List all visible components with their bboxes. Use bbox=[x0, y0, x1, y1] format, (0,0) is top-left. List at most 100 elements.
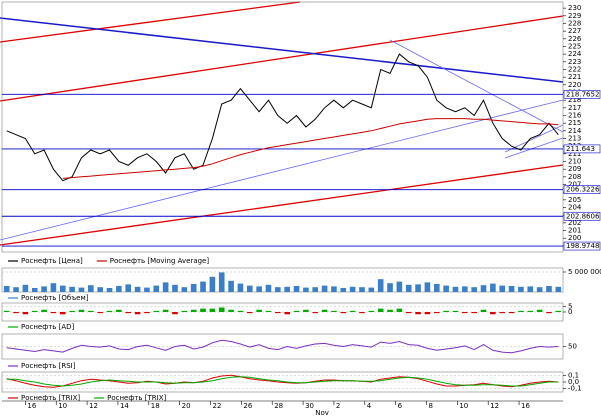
bar bbox=[471, 312, 477, 314]
level-label: 198.9748 bbox=[566, 242, 599, 250]
bar bbox=[200, 281, 206, 292]
bar bbox=[13, 312, 19, 314]
x-tick-label: 14 bbox=[120, 402, 129, 410]
legend-label: Роснефть [RSI] bbox=[21, 362, 76, 370]
trend-line bbox=[0, 15, 564, 102]
bar bbox=[181, 310, 188, 312]
y-tick-label: 225 bbox=[568, 42, 581, 50]
bar bbox=[50, 283, 57, 292]
legend-label: Роснефть [Цена] bbox=[21, 257, 83, 265]
bar bbox=[190, 284, 197, 292]
level-box bbox=[563, 211, 601, 221]
y-tick-label: 217 bbox=[568, 104, 581, 112]
x-tick-label: 28 bbox=[274, 402, 283, 410]
y-tick-label: 211 bbox=[568, 150, 581, 158]
y-tick-label: 226 bbox=[568, 35, 582, 43]
y-tick-label: 5 bbox=[568, 302, 572, 310]
indicator-line bbox=[6, 339, 559, 354]
bar bbox=[546, 312, 552, 314]
bar bbox=[368, 287, 375, 292]
y-tick-label: 205 bbox=[568, 196, 581, 204]
trend-line bbox=[0, 1, 301, 43]
bar bbox=[181, 287, 188, 292]
bar bbox=[312, 312, 319, 314]
bar bbox=[303, 309, 309, 312]
bar bbox=[144, 287, 150, 292]
level-box bbox=[563, 185, 601, 195]
bar bbox=[256, 286, 262, 292]
bar bbox=[471, 287, 477, 292]
panel-frame bbox=[1, 267, 564, 293]
bar bbox=[536, 309, 543, 312]
bar bbox=[499, 285, 506, 292]
y-tick-label: 230 bbox=[568, 4, 581, 12]
bar bbox=[555, 286, 562, 292]
bar bbox=[359, 287, 365, 292]
bar bbox=[134, 286, 141, 292]
bar bbox=[415, 284, 421, 292]
bar bbox=[508, 286, 515, 292]
x-tick-label: 26 bbox=[243, 402, 252, 410]
bar bbox=[162, 309, 169, 312]
bar bbox=[480, 309, 487, 312]
x-tick-label: 6 bbox=[398, 402, 403, 410]
x-tick-label: 8 bbox=[428, 402, 432, 410]
trend-line bbox=[504, 137, 564, 159]
bar bbox=[50, 312, 57, 314]
y-tick-label: 224 bbox=[568, 50, 582, 58]
bar bbox=[340, 288, 347, 292]
bar bbox=[200, 308, 206, 312]
bar bbox=[518, 286, 524, 292]
y-tick-label: 222 bbox=[568, 65, 581, 73]
bar bbox=[78, 287, 85, 292]
bar bbox=[116, 309, 122, 312]
y-tick-label: 0,0 bbox=[568, 378, 579, 386]
y-tick-label: 221 bbox=[568, 73, 581, 81]
bar bbox=[387, 309, 393, 312]
bar bbox=[59, 285, 66, 292]
bar bbox=[284, 286, 290, 292]
y-tick-label: 207 bbox=[568, 181, 581, 189]
y-tick-label: 201 bbox=[568, 227, 581, 235]
bar bbox=[116, 286, 122, 292]
level-box bbox=[563, 144, 601, 154]
y-tick-label: 200 bbox=[568, 234, 581, 242]
bar bbox=[508, 312, 515, 314]
bar bbox=[424, 312, 431, 315]
bar bbox=[153, 310, 160, 312]
y-tick-label: 218 bbox=[568, 96, 581, 104]
trend-line bbox=[389, 39, 564, 133]
y-tick-label: 216 bbox=[568, 111, 582, 119]
bar bbox=[22, 284, 29, 292]
bar bbox=[172, 312, 178, 315]
bar bbox=[237, 283, 244, 292]
bar bbox=[125, 284, 132, 292]
bar bbox=[331, 310, 337, 312]
level-label: 202.8606 bbox=[566, 212, 600, 220]
y-tick-label: 0 bbox=[568, 308, 572, 316]
bar bbox=[265, 284, 272, 292]
y-tick-label: 214 bbox=[568, 127, 582, 135]
bar bbox=[190, 309, 197, 312]
bar bbox=[452, 310, 459, 312]
x-tick-label: 12 bbox=[89, 402, 98, 410]
bar bbox=[321, 309, 328, 312]
trend-line bbox=[0, 164, 564, 246]
bar bbox=[359, 312, 365, 314]
bar bbox=[433, 312, 440, 314]
y-tick-label: 0,1 bbox=[568, 371, 579, 379]
bar bbox=[31, 288, 38, 292]
legend-label: Роснефть [Moving Average] bbox=[110, 257, 210, 265]
bar bbox=[377, 279, 384, 292]
bar bbox=[424, 282, 431, 292]
bar bbox=[209, 308, 216, 312]
x-tick-label: 2 bbox=[336, 402, 340, 410]
bar bbox=[22, 312, 29, 315]
bar bbox=[59, 312, 66, 315]
indicator-line bbox=[6, 376, 559, 387]
bar bbox=[349, 286, 356, 292]
y-tick-label: 215 bbox=[568, 119, 581, 127]
bar bbox=[433, 284, 440, 292]
bar bbox=[377, 308, 384, 312]
